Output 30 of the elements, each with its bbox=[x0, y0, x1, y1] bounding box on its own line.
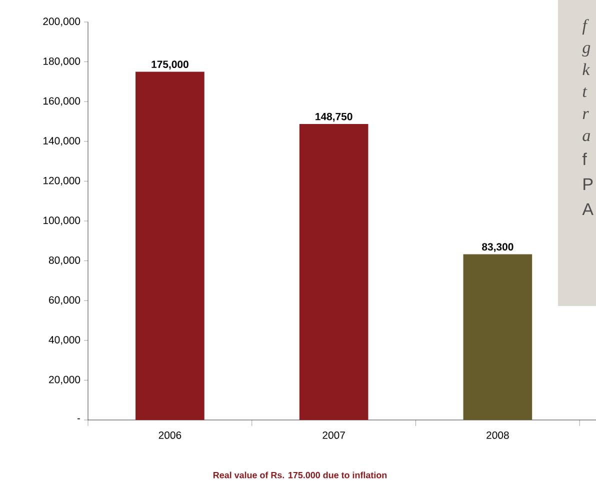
y-tick-label: - bbox=[77, 418, 80, 420]
x-tick-label: 2006 bbox=[158, 431, 182, 439]
annotation: f bbox=[582, 19, 589, 35]
x-tick-label: 2008 bbox=[486, 431, 509, 439]
y-tick-label: 80,000 bbox=[48, 256, 80, 266]
x-tick-label: 2007 bbox=[322, 431, 345, 439]
annotation: P bbox=[584, 178, 593, 190]
y-tick-label: 200,000 bbox=[43, 18, 80, 26]
annotation: k bbox=[582, 63, 590, 75]
y-tick-label: 120,000 bbox=[43, 176, 80, 186]
y-tick-label: 60,000 bbox=[49, 296, 80, 305]
y-tick-label: 100,000 bbox=[43, 216, 80, 226]
annotation: a bbox=[582, 133, 590, 142]
y-tick-label: 180,000 bbox=[43, 57, 80, 66]
annotation: t bbox=[582, 87, 588, 98]
data-label: 83,300 bbox=[482, 243, 514, 252]
annotation: f bbox=[582, 152, 587, 165]
y-tick-label: 140,000 bbox=[43, 137, 80, 146]
y-tick-label: 40,000 bbox=[48, 336, 80, 345]
bar bbox=[463, 254, 532, 420]
y-tick-label: 20,000 bbox=[49, 376, 80, 385]
annotation: r bbox=[582, 111, 589, 119]
y-tick-label: 160,000 bbox=[43, 97, 80, 106]
bar bbox=[136, 72, 204, 420]
annotation: g bbox=[582, 45, 590, 57]
data-label: 175,000 bbox=[152, 60, 188, 70]
data-label: 148,750 bbox=[316, 112, 352, 122]
bar bbox=[299, 124, 368, 420]
text: Real value of Rs. 175.000 due to inflation bbox=[213, 472, 387, 478]
annotation: A bbox=[582, 203, 594, 215]
